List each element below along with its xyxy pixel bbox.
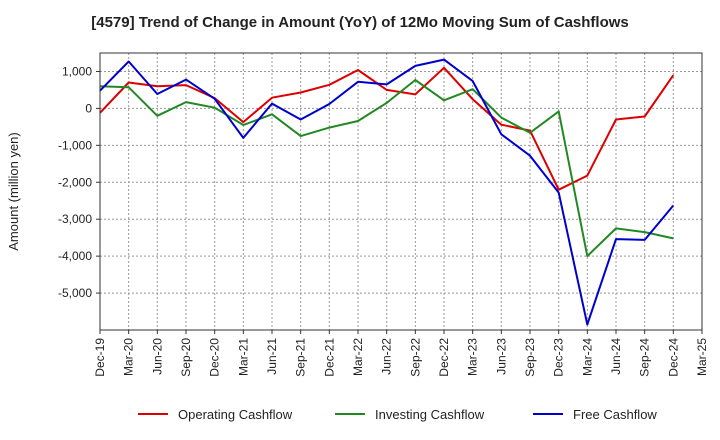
y-tick-label: -5,000	[58, 286, 92, 300]
x-tick-label: Mar-24	[580, 338, 594, 376]
x-tick-label: Dec-21	[322, 338, 336, 377]
y-tick-label: 1,000	[62, 64, 92, 78]
x-tick-label: Mar-22	[351, 338, 365, 376]
x-tick-label: Mar-21	[236, 338, 250, 376]
series-line-free-cashflow	[99, 58, 675, 326]
x-axis: Dec-19 Mar-20 Jun-20 Sep-20 Dec-20 Mar-21 Jun-…	[93, 330, 709, 377]
x-tick-label: Jun-24	[609, 338, 623, 375]
x-tick-label: Dec-22	[437, 338, 451, 377]
x-tick-label: Sep-20	[179, 338, 193, 377]
series	[99, 58, 675, 326]
y-tick-label: -4,000	[58, 249, 92, 263]
x-tick-label: Jun-22	[380, 338, 394, 375]
x-tick-label: Sep-22	[408, 338, 422, 377]
y-tick-label: 0	[85, 101, 92, 115]
x-tick-label: Mar-23	[466, 338, 480, 376]
y-tick-label: -1,000	[58, 138, 92, 152]
x-tick-label: Dec-24	[666, 338, 680, 377]
x-tick-label: Dec-23	[552, 338, 566, 377]
y-tick-label: -3,000	[58, 212, 92, 226]
x-tick-label: Sep-21	[294, 338, 308, 377]
series-line-operating-cashflow	[99, 66, 675, 191]
grid	[99, 53, 703, 330]
y-tick-label: -2,000	[58, 175, 92, 189]
x-tick-label: Jun-20	[150, 338, 164, 375]
series-line-investing-cashflow	[99, 79, 674, 258]
legend: Operating Cashflow Investing Cashflow Free…	[138, 407, 657, 422]
legend-label: Operating Cashflow	[178, 407, 293, 422]
chart-title: [4579] Trend of Change in Amount (YoY) o…	[91, 14, 629, 31]
legend-label: Free Cashflow	[573, 407, 657, 422]
plot-frame	[99, 52, 703, 331]
x-tick-label: Mar-20	[122, 338, 136, 376]
x-tick-label: Sep-24	[638, 338, 652, 377]
y-axis-label: Amount (million yen)	[6, 132, 21, 251]
x-tick-label: Dec-20	[208, 338, 222, 377]
y-axis: 1,000 0 -1,000 -2,000 -3,000 -4,000 -5,000	[58, 64, 100, 300]
x-tick-label: Jun-21	[265, 338, 279, 375]
x-tick-label: Jun-23	[494, 338, 508, 375]
x-tick-label: Sep-23	[523, 338, 537, 377]
x-tick-label: Mar-25	[695, 338, 709, 376]
x-tick-label: Dec-19	[93, 338, 107, 377]
legend-label: Investing Cashflow	[375, 407, 485, 422]
